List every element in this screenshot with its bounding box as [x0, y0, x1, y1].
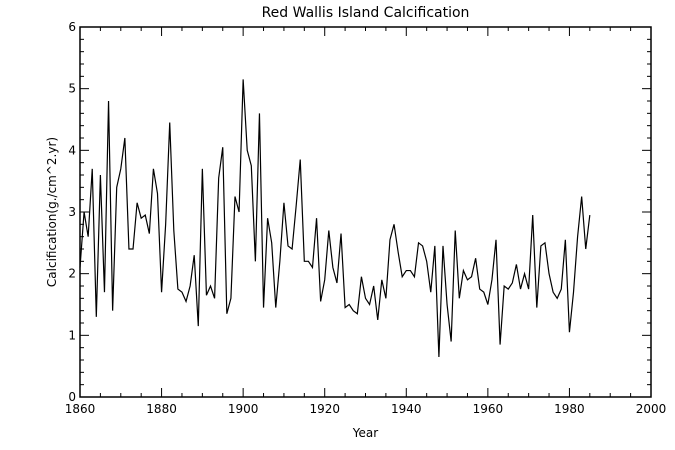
y-tick-label: 5: [68, 82, 76, 96]
y-tick-label: 2: [68, 267, 76, 281]
y-tick-label: 0: [68, 390, 76, 404]
x-axis-label: Year: [352, 426, 378, 440]
y-tick-label: 6: [68, 20, 76, 34]
x-tick-label: 1980: [554, 402, 585, 416]
y-tick-label: 4: [68, 143, 76, 157]
x-tick-label: 1880: [146, 402, 177, 416]
y-tick-label: 3: [68, 205, 76, 219]
y-tick-label: 1: [68, 328, 76, 342]
x-tick-label: 2000: [636, 402, 667, 416]
x-tick-label: 1940: [391, 402, 422, 416]
x-tick-label: 1920: [309, 402, 340, 416]
x-tick-label: 1860: [65, 402, 96, 416]
chart-title: Red Wallis Island Calcification: [262, 5, 470, 21]
x-tick-label: 1900: [228, 402, 259, 416]
x-tick-label: 1960: [473, 402, 504, 416]
y-axis-label: Calcification(g./cm^2.yr): [45, 137, 59, 287]
calcification-series-line: [79, 79, 591, 357]
